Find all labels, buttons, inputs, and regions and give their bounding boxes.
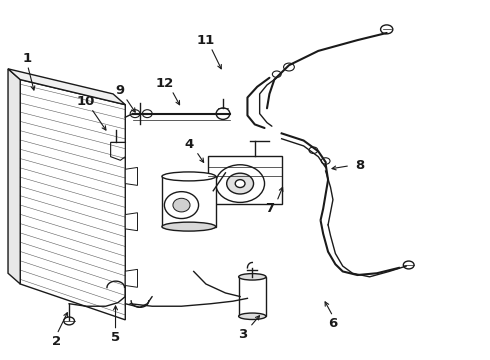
Ellipse shape [272,71,281,77]
Text: 6: 6 [328,317,338,330]
Polygon shape [125,213,138,231]
Ellipse shape [239,313,266,319]
Ellipse shape [309,147,318,153]
Text: 7: 7 [265,202,274,215]
Text: 1: 1 [23,51,32,64]
Bar [162,176,216,226]
Text: 2: 2 [52,335,61,348]
Ellipse shape [143,110,152,118]
Ellipse shape [162,222,216,231]
Text: 5: 5 [111,331,120,344]
Text: 3: 3 [238,328,247,341]
Ellipse shape [130,110,140,118]
Ellipse shape [239,274,266,280]
Polygon shape [125,269,138,287]
Text: 12: 12 [155,77,173,90]
Bar [239,277,266,316]
Ellipse shape [381,25,393,34]
Polygon shape [111,142,125,160]
Ellipse shape [227,173,253,194]
Text: 9: 9 [116,84,125,97]
Ellipse shape [173,198,190,212]
Ellipse shape [164,192,198,219]
Ellipse shape [284,63,294,71]
Ellipse shape [321,158,330,164]
Text: 8: 8 [355,159,365,172]
Text: 11: 11 [197,33,215,47]
Ellipse shape [162,172,216,181]
Ellipse shape [216,165,265,202]
Ellipse shape [235,180,245,188]
Ellipse shape [216,108,230,120]
Ellipse shape [403,261,414,269]
Polygon shape [125,167,138,185]
Ellipse shape [64,317,74,325]
Text: 4: 4 [184,138,194,150]
Polygon shape [20,80,125,320]
Text: 10: 10 [77,95,96,108]
Polygon shape [208,156,282,204]
Polygon shape [8,69,20,284]
Polygon shape [8,69,125,105]
